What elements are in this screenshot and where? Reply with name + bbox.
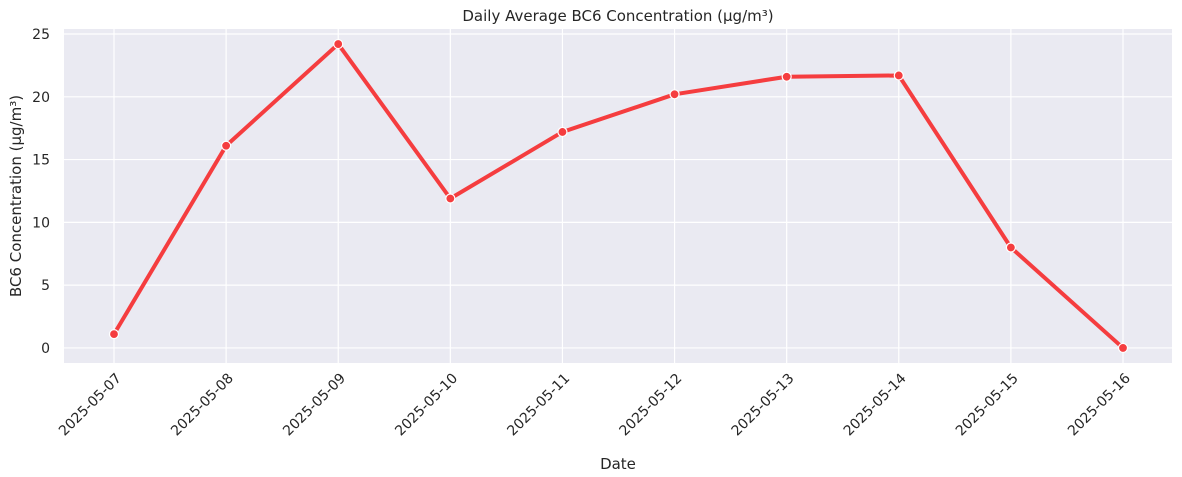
x-tick-label: 2025-05-14	[841, 370, 910, 439]
y-tick-label: 0	[41, 341, 50, 357]
x-tick-label: 2025-05-16	[1065, 370, 1134, 439]
x-tick-label: 2025-05-12	[617, 371, 686, 440]
x-tick-label: 2025-05-11	[504, 371, 573, 440]
y-tick-label: 15	[32, 153, 50, 169]
x-tick-label: 2025-05-07	[56, 371, 125, 440]
data-point	[893, 70, 904, 81]
data-point	[333, 38, 344, 50]
x-tick-label: 2025-05-10	[392, 371, 461, 440]
data-point	[781, 71, 792, 82]
data-point	[557, 126, 568, 138]
series-layer	[108, 38, 1129, 354]
x-tick-label: 2025-05-13	[729, 371, 798, 440]
y-tick-label: 10	[32, 215, 50, 231]
y-tick-label: 20	[32, 90, 50, 106]
plot-area	[64, 29, 1172, 363]
x-axis-label: Date	[600, 455, 636, 473]
y-axis-label: BC6 Concentration (µg/m³)	[7, 95, 25, 297]
data-point	[1117, 342, 1129, 354]
x-tick-label: 2025-05-08	[168, 371, 237, 440]
y-tick-label: 25	[32, 27, 50, 43]
data-point	[108, 329, 120, 340]
series-line	[112, 42, 1125, 350]
data-point	[445, 193, 456, 204]
x-tick-label: 2025-05-09	[280, 371, 349, 440]
data-point	[221, 140, 232, 151]
x-tick-label: 2025-05-15	[953, 371, 1022, 440]
data-point	[1005, 242, 1016, 253]
chart-title: Daily Average BC6 Concentration (µg/m³)	[462, 7, 773, 25]
data-point	[669, 89, 680, 100]
grid-lines	[64, 29, 1172, 363]
y-tick-label: 5	[41, 278, 50, 294]
